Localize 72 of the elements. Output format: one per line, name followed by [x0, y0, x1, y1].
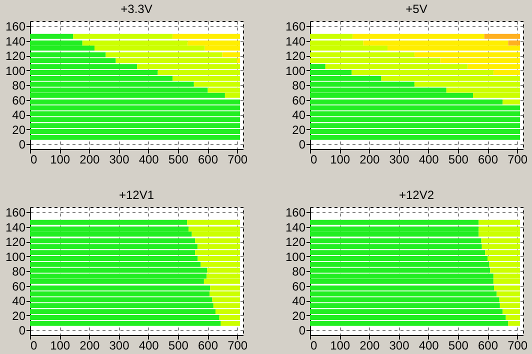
y-tick-label: 0 — [298, 324, 306, 338]
chart-title: +12V1 — [118, 188, 154, 202]
y-tick-label: 120 — [5, 49, 26, 63]
y-tick-label: 20 — [292, 308, 306, 323]
y-tick-label: 120 — [285, 235, 306, 249]
x-tick-label: 500 — [448, 152, 469, 166]
y-tick-label: 80 — [292, 264, 306, 278]
chart-title: +12V2 — [398, 188, 434, 202]
y-tick-label: 120 — [5, 235, 26, 249]
y-tick-label: 140 — [285, 34, 306, 48]
x-tick-label: 700 — [508, 338, 528, 352]
y-tick-label: 100 — [285, 64, 306, 78]
x-tick-label: 600 — [198, 338, 218, 352]
chart-title: +3.3V — [120, 2, 152, 16]
x-tick-label: 400 — [418, 338, 440, 352]
x-tick-label: 500 — [448, 338, 469, 352]
y-tick-label: 140 — [5, 220, 26, 234]
y-tick-label: 160 — [285, 20, 306, 34]
y-tick-label: 100 — [285, 250, 306, 264]
x-tick-label: 0 — [310, 152, 318, 166]
y-tick-label: 120 — [285, 49, 306, 63]
x-tick-label: 300 — [109, 152, 130, 166]
x-tick-label: 200 — [360, 338, 380, 352]
y-tick-label: 80 — [12, 78, 26, 92]
y-tick-label: 100 — [5, 250, 26, 264]
y-tick-label: 0 — [298, 138, 306, 152]
x-tick-label: 400 — [418, 152, 440, 166]
x-tick-label: 200 — [80, 152, 100, 166]
y-tick-label: 160 — [5, 206, 26, 220]
x-tick-label: 100 — [50, 338, 70, 352]
x-tick-label: 300 — [389, 338, 410, 352]
y-tick-label: 80 — [12, 264, 26, 278]
y-tick-label: 40 — [292, 108, 306, 122]
x-tick-label: 300 — [389, 152, 410, 166]
x-tick-label: 600 — [198, 152, 218, 166]
y-tick-label: 40 — [292, 294, 306, 308]
x-tick-label: 700 — [508, 152, 528, 166]
y-tick-label: 80 — [292, 78, 306, 92]
x-tick-label: 0 — [30, 338, 38, 352]
x-tick-label: 0 — [310, 338, 318, 352]
x-tick-label: 500 — [168, 152, 189, 166]
x-tick-label: 100 — [50, 152, 70, 166]
x-tick-label: 0 — [30, 152, 38, 166]
y-tick-label: 160 — [285, 206, 306, 220]
y-tick-label: 140 — [5, 34, 26, 48]
y-tick-label: 20 — [12, 308, 26, 323]
x-tick-label: 600 — [478, 152, 498, 166]
y-tick-label: 20 — [292, 122, 306, 137]
x-tick-label: 300 — [109, 338, 130, 352]
y-tick-label: 100 — [5, 64, 26, 78]
y-tick-label: 60 — [292, 279, 306, 294]
y-tick-label: 40 — [12, 108, 26, 122]
x-tick-label: 700 — [228, 338, 248, 352]
y-tick-label: 60 — [12, 93, 26, 108]
y-tick-label: 60 — [292, 93, 306, 108]
y-tick-label: 20 — [12, 122, 26, 137]
x-tick-label: 400 — [138, 152, 160, 166]
y-tick-label: 0 — [18, 138, 26, 152]
chart-title: +5V — [406, 2, 428, 16]
y-tick-label: 0 — [18, 324, 26, 338]
y-tick-label: 140 — [285, 220, 306, 234]
x-tick-label: 100 — [330, 338, 350, 352]
y-tick-label: 40 — [12, 294, 26, 308]
x-tick-label: 200 — [360, 152, 380, 166]
x-tick-label: 100 — [330, 152, 350, 166]
x-tick-label: 600 — [478, 338, 498, 352]
x-tick-label: 700 — [228, 152, 248, 166]
y-tick-label: 60 — [12, 279, 26, 294]
x-tick-label: 400 — [138, 338, 160, 352]
x-tick-label: 200 — [80, 338, 100, 352]
y-tick-label: 160 — [5, 20, 26, 34]
x-tick-label: 500 — [168, 338, 189, 352]
